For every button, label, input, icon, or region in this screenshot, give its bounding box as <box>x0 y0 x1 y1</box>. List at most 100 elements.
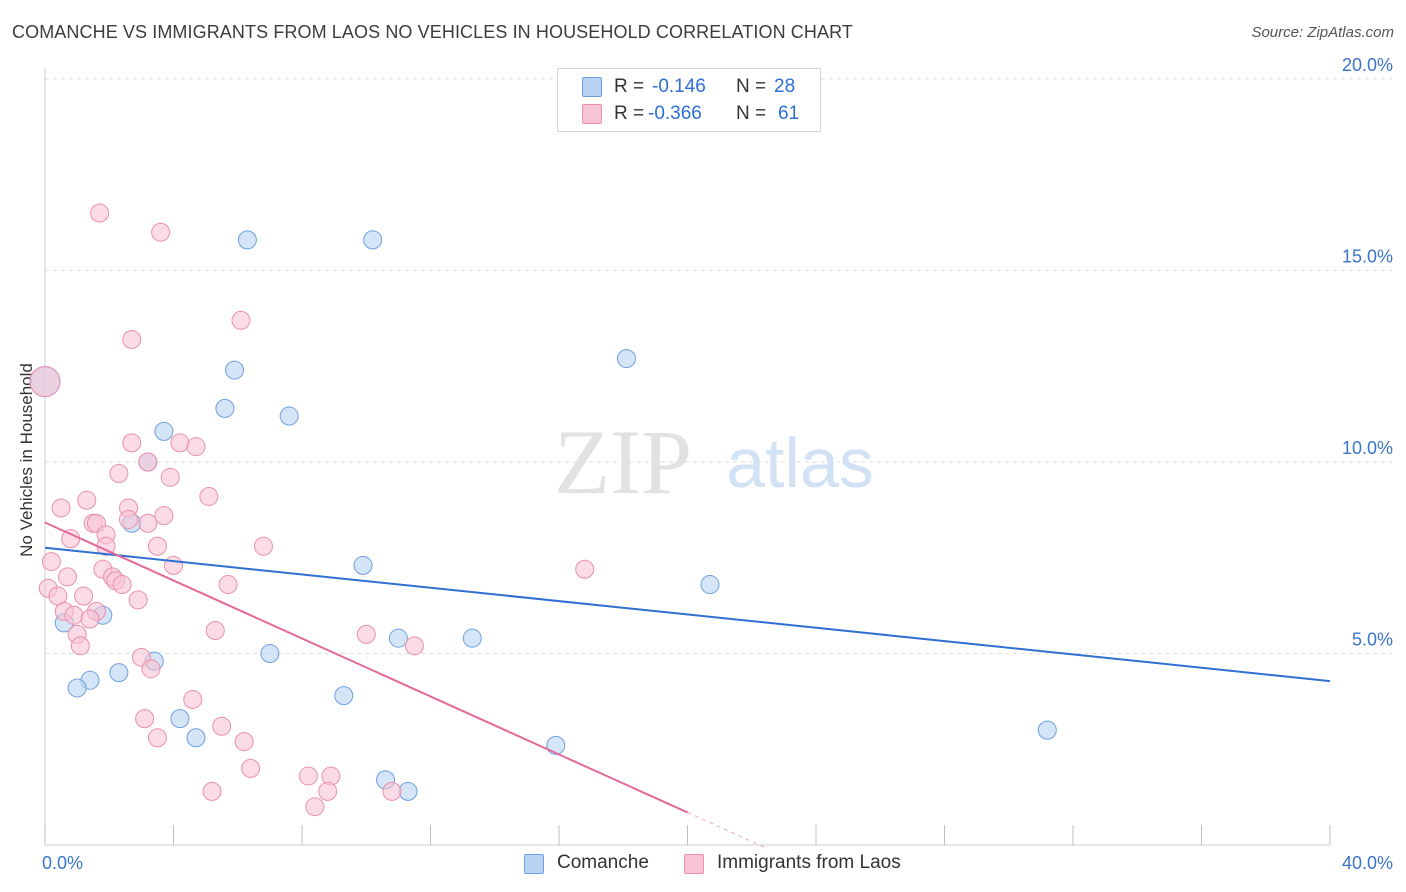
laos-point <box>298 766 318 786</box>
comanche-point <box>616 349 636 369</box>
trend-lines <box>44 521 1331 850</box>
y-tick-label: 10.0% <box>1342 438 1393 458</box>
legend-r-label: R = <box>614 103 645 124</box>
laos-point <box>135 709 155 729</box>
comanche-point <box>215 398 235 418</box>
laos-trend-extension <box>687 811 769 850</box>
bottom-legend-label-comanche: Comanche <box>557 852 649 873</box>
comanche-point <box>109 663 129 683</box>
comanche-trend-line <box>44 546 1331 683</box>
source-label: Source: ZipAtlas.com <box>1251 24 1394 41</box>
laos-point <box>41 552 61 572</box>
bottom-legend-swatch-laos <box>684 854 704 874</box>
x-tick-label: 40.0% <box>1342 853 1393 873</box>
laos-point <box>109 463 129 483</box>
laos-point <box>147 536 167 556</box>
laos-point <box>183 689 203 709</box>
laos-point <box>138 513 158 533</box>
comanche-point <box>260 644 280 663</box>
comanche-point <box>170 709 190 729</box>
laos-point <box>234 732 254 752</box>
legend-n-value: 28 <box>774 76 796 97</box>
laos-point <box>138 452 158 472</box>
laos-point <box>575 559 595 579</box>
laos-point <box>241 758 261 778</box>
laos-point <box>112 575 132 595</box>
y-tick-label: 5.0% <box>1352 630 1393 650</box>
laos-point <box>253 536 273 556</box>
watermark-atlas: atlas <box>726 424 874 502</box>
gridlines <box>45 78 1392 654</box>
legend-r-value: -0.146 <box>652 76 706 97</box>
laos-point <box>70 636 90 656</box>
laos-point <box>404 636 424 656</box>
comanche-point <box>1037 720 1057 740</box>
x-tick-label: 0.0% <box>42 853 83 873</box>
laos-point <box>356 624 376 644</box>
laos-point <box>205 621 225 641</box>
data-points <box>29 203 1057 817</box>
laos-point <box>51 498 71 518</box>
comanche-point <box>546 735 566 755</box>
laos-point <box>164 555 183 575</box>
laos-point <box>186 437 206 457</box>
laos-point <box>122 433 142 453</box>
laos-point <box>170 433 190 453</box>
legend-swatch-laos <box>582 104 602 124</box>
y-tick-label: 20.0% <box>1342 55 1393 75</box>
laos-point <box>29 366 61 398</box>
comanche-point <box>388 628 408 648</box>
legend-n-label: N = <box>736 76 767 97</box>
y-tick-label: 15.0% <box>1342 247 1393 267</box>
laos-point <box>141 659 161 679</box>
watermark: ZIP atlas <box>554 411 874 513</box>
laos-point <box>218 575 238 595</box>
legend-r-label: R = <box>614 76 645 97</box>
laos-point <box>64 605 84 625</box>
laos-point <box>160 467 180 487</box>
laos-point <box>382 781 402 801</box>
laos-point <box>321 766 341 786</box>
comanche-point <box>225 360 245 380</box>
laos-point <box>74 586 94 606</box>
legend-n-value: 61 <box>778 103 800 124</box>
laos-point <box>122 329 142 349</box>
laos-point <box>80 609 100 629</box>
laos-point <box>154 506 174 526</box>
comanche-point <box>700 575 720 595</box>
comanche-point <box>363 230 383 250</box>
laos-point <box>202 781 222 801</box>
legend-n-label: N = <box>736 103 767 124</box>
laos-point <box>305 797 325 817</box>
laos-point <box>318 781 338 801</box>
laos-point <box>147 728 167 748</box>
comanche-point <box>353 555 373 575</box>
comanche-point <box>279 406 299 426</box>
bottom-legend-label-laos: Immigrants from Laos <box>717 852 901 873</box>
laos-point <box>128 590 148 610</box>
laos-point <box>119 509 139 529</box>
comanche-point <box>398 781 418 801</box>
chart-title: COMANCHE VS IMMIGRANTS FROM LAOS NO VEHI… <box>12 22 853 42</box>
laos-trend-line <box>44 521 688 814</box>
comanche-point <box>154 421 174 441</box>
axes: 5.0% 10.0% 15.0% 20.0% 0.0% 40.0% <box>42 55 1393 873</box>
comanche-point <box>237 230 257 250</box>
comanche-point <box>462 628 482 648</box>
legend-r-value: -0.366 <box>648 103 702 124</box>
legend-swatch-comanche <box>582 77 602 97</box>
laos-point <box>199 486 219 506</box>
laos-point <box>90 203 110 223</box>
laos-point <box>77 490 97 510</box>
correlation-legend: R = -0.146 N = 28 R = -0.366 N = 61 <box>557 68 821 132</box>
laos-point <box>231 310 251 330</box>
comanche-point <box>334 686 354 706</box>
laos-point <box>57 567 77 587</box>
laos-point <box>212 716 232 736</box>
comanche-point <box>186 728 206 748</box>
laos-point <box>151 222 171 242</box>
watermark-zip: ZIP <box>554 411 692 513</box>
comanche-point <box>67 678 87 698</box>
bottom-legend-swatch-comanche <box>524 854 544 874</box>
